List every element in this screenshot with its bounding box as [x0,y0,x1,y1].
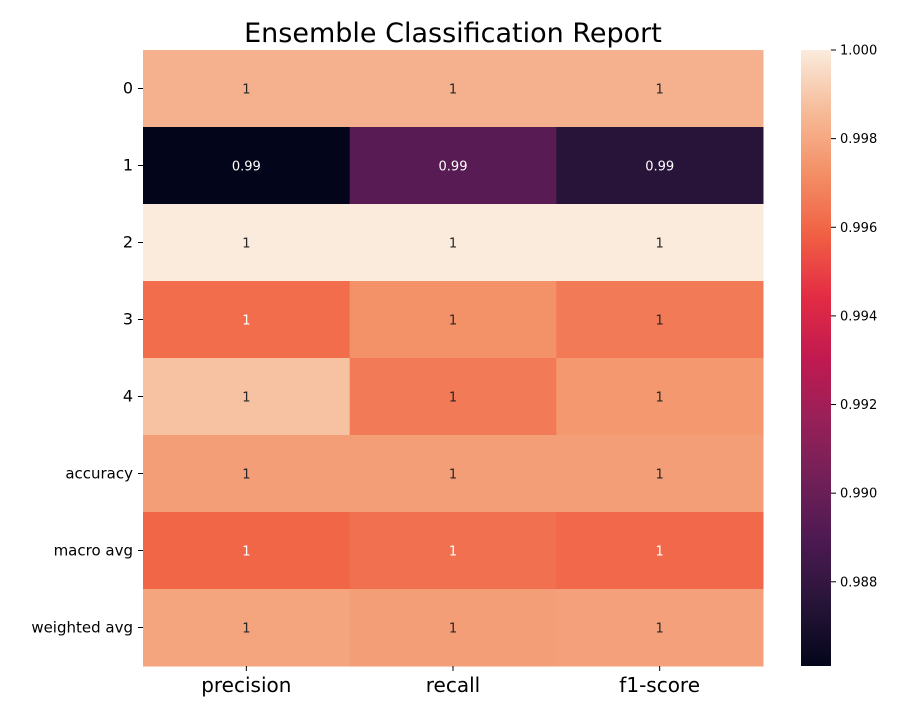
row-label: macro avg [54,542,133,560]
cell-annotation: 1 [242,468,250,483]
heatmap-cells: 1 1 1 0.99 0.99 0.99 1 1 1 1 1 1 1 1 1 1 1 1 1 1 1 1 1 1 [143,50,764,667]
cell-annotation: 1 [449,468,457,483]
heatmap-cell [349,589,557,667]
column-label: recall [426,673,480,697]
heatmap-cell [143,281,351,359]
cell-annotation: 1 [242,545,250,560]
cell-annotation: 1 [656,237,664,252]
cell-annotation: 1 [449,622,457,637]
heatmap-cell [556,358,764,436]
colorbar-tick-label: 0.988 [840,575,877,590]
cell-annotation: 0.99 [232,160,261,175]
cell-annotation: 1 [656,314,664,329]
row-label: weighted avg [31,619,133,637]
heatmap-cell [556,512,764,590]
colorbar-tick-label: 0.992 [840,398,877,413]
row-label: accuracy [65,465,133,483]
heatmap-cell [556,50,764,128]
chart-title: Ensemble Classification Report [244,18,662,49]
row-label: 1 [123,156,133,175]
heatmap-cell [556,589,764,667]
row-label: 4 [123,387,133,406]
column-label: precision [201,673,291,697]
heatmap-cell [349,204,557,282]
heatmap-cell [556,281,764,359]
heatmap-cell [143,435,351,513]
colorbar-tick-label: 0.996 [840,221,877,236]
heatmap-cell [349,127,557,205]
heatmap-cell [143,204,351,282]
cell-annotation: 1 [449,83,457,98]
cell-annotation: 1 [656,468,664,483]
cell-annotation: 1 [449,545,457,560]
cell-annotation: 0.99 [645,160,674,175]
colorbar-tick-label: 1.000 [840,44,877,59]
heatmap-cell [349,358,557,436]
column-label: f1-score [619,673,700,697]
row-labels: 0 1 2 3 4 accuracy macro avg weighted avg [31,79,143,637]
cell-annotation: 0.99 [439,160,468,175]
cell-annotation: 1 [656,545,664,560]
heatmap-cell [143,358,351,436]
cell-annotation: 1 [449,314,457,329]
heatmap-cell [349,50,557,128]
heatmap-cell [143,512,351,590]
heatmap-cell [143,589,351,667]
heatmap-cell [556,127,764,205]
cell-annotation: 1 [449,237,457,252]
colorbar-tick-label: 0.990 [840,487,877,502]
column-labels: precision recall f1-score [201,666,700,697]
row-label: 3 [123,310,133,329]
cell-annotation: 1 [656,622,664,637]
cell-annotation: 1 [449,391,457,406]
row-label: 2 [123,233,133,252]
cell-annotation: 1 [656,391,664,406]
heatmap-cell [143,127,351,205]
cell-annotation: 1 [656,83,664,98]
cell-annotation: 1 [242,237,250,252]
cell-annotation: 1 [242,83,250,98]
row-label: 0 [123,79,133,98]
heatmap-cell [556,204,764,282]
cell-annotation: 1 [242,622,250,637]
heatmap-cell [349,512,557,590]
colorbar: 0.988 0.990 0.992 0.994 0.996 0.998 1.000 [801,44,877,666]
colorbar-gradient [801,50,831,666]
cell-annotation: 1 [242,391,250,406]
colorbar-tick-label: 0.998 [840,132,877,147]
colorbar-tick-label: 0.994 [840,309,877,324]
heatmap-cell [349,281,557,359]
heatmap-cell [349,435,557,513]
heatmap-cell [556,435,764,513]
cell-annotation: 1 [242,314,250,329]
heatmap-cell [143,50,351,128]
